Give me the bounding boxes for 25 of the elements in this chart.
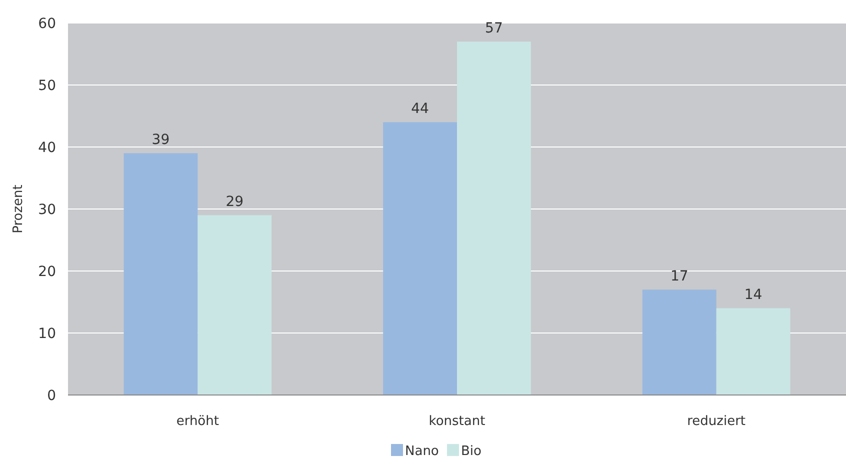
bar [642, 290, 716, 395]
x-tick-label: konstant [428, 414, 486, 429]
y-tick-label: 30 [38, 202, 56, 218]
data-label: 17 [670, 268, 688, 285]
bar [124, 153, 198, 395]
bar [383, 122, 457, 395]
x-tick-label: reduziert [687, 414, 746, 429]
y-axis-title: Prozent [11, 184, 26, 234]
x-tick-label: erhöht [176, 414, 219, 429]
data-label: 29 [226, 194, 244, 210]
y-tick-label: 10 [38, 326, 56, 342]
y-tick-label: 40 [38, 140, 56, 156]
y-tick-label: 20 [38, 264, 56, 280]
y-tick-label: 60 [38, 16, 56, 32]
bar [457, 42, 531, 395]
legend-label: Bio [461, 444, 482, 459]
y-tick-label: 0 [47, 388, 56, 404]
bar [716, 308, 790, 395]
data-label: 14 [744, 287, 762, 304]
data-label: 57 [485, 20, 503, 37]
data-label: 44 [411, 101, 430, 118]
bar [198, 215, 272, 395]
data-label: 39 [152, 132, 170, 148]
y-tick-label: 50 [38, 78, 56, 94]
legend-label: Nano [405, 444, 439, 459]
